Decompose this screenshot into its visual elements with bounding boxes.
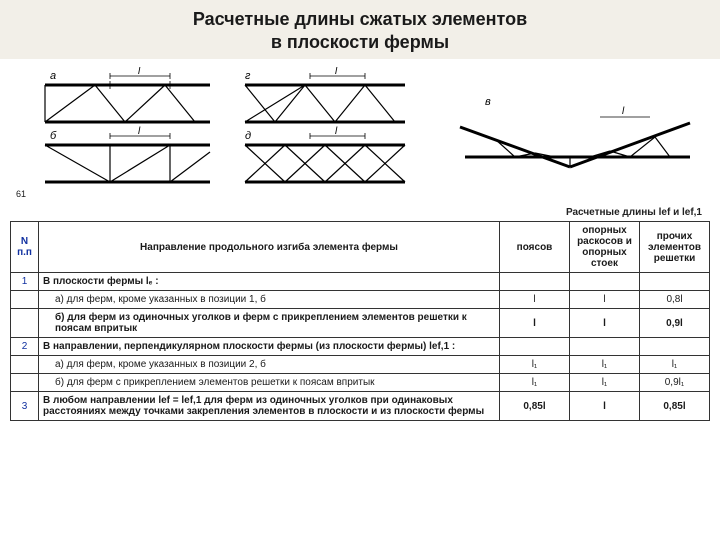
cell-v2 [570, 273, 640, 291]
cell-v2: l₁ [570, 374, 640, 392]
cell-n [11, 291, 39, 309]
truss-svg: а l б l [10, 67, 710, 197]
cell-v2: l [570, 309, 640, 338]
truss-diagrams: а l б l [10, 67, 710, 197]
label-g: г [245, 70, 251, 82]
cell-desc: В плоскости фермы lₑ : [39, 273, 500, 291]
cell-desc: а) для ферм, кроме указанных в позиции 1… [39, 291, 500, 309]
cell-v3: 0,9l [640, 309, 710, 338]
cell-desc: б) для ферм с прикреплением элементов ре… [39, 374, 500, 392]
truss-v: в l [460, 96, 690, 167]
table-body: 1В плоскости фермы lₑ :а) для ферм, кром… [11, 273, 710, 421]
label-d: д [245, 130, 251, 142]
cell-v3: 0,85l [640, 392, 710, 421]
cell-v1: l [500, 309, 570, 338]
title-line1: Расчетные длины сжатых элементов [193, 9, 527, 29]
cell-v3: 0,8l [640, 291, 710, 309]
cell-desc: В любом направлении lef = lef,1 для ферм… [39, 392, 500, 421]
page-title: Расчетные длины сжатых элементов в плоск… [0, 8, 720, 53]
table-head: N п.п Направление продольного изгиба эле… [11, 222, 710, 273]
cell-v1: l [500, 291, 570, 309]
cell-v1 [500, 273, 570, 291]
truss-d: д l [245, 126, 405, 182]
table-row: а) для ферм, кроме указанных в позиции 2… [11, 356, 710, 374]
table-row: 3В любом направлении lef = lef,1 для фер… [11, 392, 710, 421]
truss-b: б l [45, 126, 210, 182]
cell-n: 3 [11, 392, 39, 421]
label-l-b: l [138, 126, 141, 137]
title-line2: в плоскости фермы [271, 32, 449, 52]
label-l-a: l [138, 67, 141, 77]
cell-n [11, 309, 39, 338]
cell-v2: l₁ [570, 356, 640, 374]
cell-v3: l₁ [640, 356, 710, 374]
table-caption: Расчетные длины lef и lef,1 [0, 207, 720, 221]
table-row: 2В направлении, перпендикулярном плоскос… [11, 338, 710, 356]
truss-a: а l [45, 67, 210, 122]
cell-v3 [640, 338, 710, 356]
cell-desc: В направлении, перпендикулярном плоскост… [39, 338, 500, 356]
table-row: б) для ферм из одиночных уголков и ферм … [11, 309, 710, 338]
label-a: а [50, 70, 56, 82]
cell-n: 2 [11, 338, 39, 356]
lengths-table: N п.п Направление продольного изгиба эле… [10, 221, 710, 421]
table-row: а) для ферм, кроме указанных в позиции 1… [11, 291, 710, 309]
table-row: 1В плоскости фермы lₑ : [11, 273, 710, 291]
cell-desc: а) для ферм, кроме указанных в позиции 2… [39, 356, 500, 374]
truss-g: г l [245, 67, 405, 122]
cell-v1: l₁ [500, 356, 570, 374]
cell-n: 1 [11, 273, 39, 291]
cell-v2 [570, 338, 640, 356]
label-b: б [50, 130, 57, 142]
th-c1: поясов [500, 222, 570, 273]
label-l-g: l [335, 67, 338, 77]
th-c2: опорных раскосов и опорных стоек [570, 222, 640, 273]
cell-n [11, 374, 39, 392]
label-l-d: l [335, 126, 338, 137]
cell-desc: б) для ферм из одиночных уголков и ферм … [39, 309, 500, 338]
label-v: в [485, 96, 491, 108]
cell-v2: l [570, 392, 640, 421]
title-band: Расчетные длины сжатых элементов в плоск… [0, 0, 720, 59]
cell-n [11, 356, 39, 374]
cell-v1: l₁ [500, 374, 570, 392]
th-desc: Направление продольного изгиба элемента … [39, 222, 500, 273]
cell-v3: 0,9l₁ [640, 374, 710, 392]
label-l-v: l [622, 106, 625, 117]
cell-v1 [500, 338, 570, 356]
cell-v3 [640, 273, 710, 291]
cell-v1: 0,85l [500, 392, 570, 421]
th-c3: прочих элементов решетки [640, 222, 710, 273]
side-mark: 61 [16, 189, 26, 199]
th-n: N п.п [11, 222, 39, 273]
table-row: б) для ферм с прикреплением элементов ре… [11, 374, 710, 392]
cell-v2: l [570, 291, 640, 309]
